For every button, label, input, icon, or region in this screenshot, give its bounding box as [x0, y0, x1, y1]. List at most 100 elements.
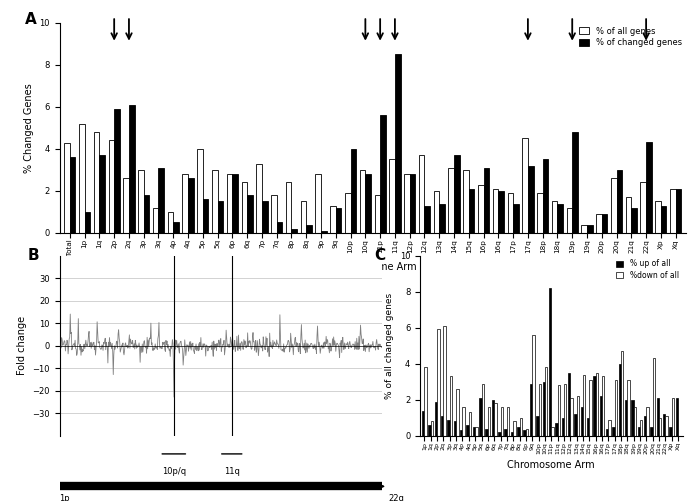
Bar — [444, 326, 446, 436]
Bar — [153, 208, 158, 233]
Bar — [203, 199, 209, 233]
Bar — [79, 124, 85, 233]
Bar — [524, 430, 526, 436]
Bar — [466, 425, 469, 436]
Bar — [577, 396, 579, 436]
Bar — [330, 205, 336, 233]
Bar — [450, 376, 452, 436]
Bar — [602, 214, 608, 233]
Bar — [108, 140, 114, 233]
Bar — [593, 376, 596, 436]
Legend: % of all genes, % of changed genes: % of all genes, % of changed genes — [579, 27, 682, 47]
Bar — [511, 432, 513, 436]
Bar — [437, 330, 440, 436]
Bar — [666, 416, 668, 436]
Bar — [676, 398, 678, 436]
Bar — [389, 159, 395, 233]
Bar — [644, 416, 646, 436]
Text: 1p: 1p — [60, 493, 70, 501]
Bar — [663, 414, 666, 436]
Text: B: B — [27, 248, 39, 264]
Bar — [374, 195, 380, 233]
Bar — [619, 364, 621, 436]
Bar — [537, 193, 542, 233]
Bar — [232, 174, 238, 233]
Bar — [197, 149, 203, 233]
Bar — [552, 427, 554, 436]
Bar — [85, 212, 90, 233]
Bar — [463, 170, 469, 233]
Bar — [640, 182, 646, 233]
Text: A: A — [25, 12, 37, 27]
Bar — [545, 367, 547, 436]
Bar — [498, 191, 504, 233]
Bar — [561, 418, 564, 436]
Bar — [631, 208, 637, 233]
Bar — [672, 398, 674, 436]
Bar — [493, 189, 498, 233]
Bar — [661, 205, 666, 233]
Bar — [589, 380, 592, 436]
Bar — [617, 170, 622, 233]
Bar — [441, 416, 444, 436]
Bar — [456, 389, 459, 436]
Bar — [276, 222, 282, 233]
Bar — [638, 427, 640, 436]
Y-axis label: % of all changed genes: % of all changed genes — [385, 293, 394, 399]
Bar — [158, 168, 164, 233]
Bar — [526, 429, 528, 436]
Bar — [640, 420, 643, 436]
Bar — [669, 427, 672, 436]
Bar — [549, 288, 552, 436]
Bar — [650, 427, 652, 436]
Bar — [449, 168, 454, 233]
Bar — [558, 385, 560, 436]
Bar — [528, 166, 533, 233]
Bar — [380, 115, 386, 233]
Bar — [321, 231, 327, 233]
Bar — [365, 174, 371, 233]
Bar — [596, 373, 598, 436]
Bar — [505, 429, 507, 436]
Bar — [485, 429, 488, 436]
Bar — [307, 224, 312, 233]
Bar — [174, 222, 179, 233]
Bar — [478, 184, 484, 233]
Bar — [500, 407, 503, 436]
Bar — [138, 170, 144, 233]
Bar — [538, 384, 541, 436]
Bar — [422, 411, 424, 436]
Bar — [345, 193, 351, 233]
Bar — [611, 178, 617, 233]
Bar — [227, 174, 232, 233]
Bar — [508, 193, 513, 233]
Bar — [557, 203, 563, 233]
Bar — [542, 159, 548, 233]
Bar — [612, 427, 615, 436]
Bar — [424, 367, 427, 436]
Bar — [241, 182, 247, 233]
Bar — [428, 425, 430, 436]
Bar — [626, 197, 631, 233]
Bar — [183, 174, 188, 233]
Y-axis label: Fold change: Fold change — [17, 316, 27, 375]
Text: 22q: 22q — [388, 493, 404, 501]
Bar — [262, 201, 267, 233]
Bar — [596, 214, 602, 233]
Bar — [144, 195, 149, 233]
Bar — [168, 212, 174, 233]
Bar — [484, 168, 489, 233]
Bar — [469, 412, 471, 436]
Bar — [454, 421, 456, 436]
Bar — [659, 418, 661, 436]
Bar — [513, 203, 519, 233]
Bar — [419, 155, 424, 233]
Bar — [542, 382, 545, 436]
Bar — [70, 157, 76, 233]
Bar — [606, 429, 608, 436]
Bar — [532, 335, 535, 436]
Bar — [522, 138, 528, 233]
Text: C: C — [374, 248, 385, 264]
Bar — [494, 403, 496, 436]
Bar — [473, 427, 475, 436]
